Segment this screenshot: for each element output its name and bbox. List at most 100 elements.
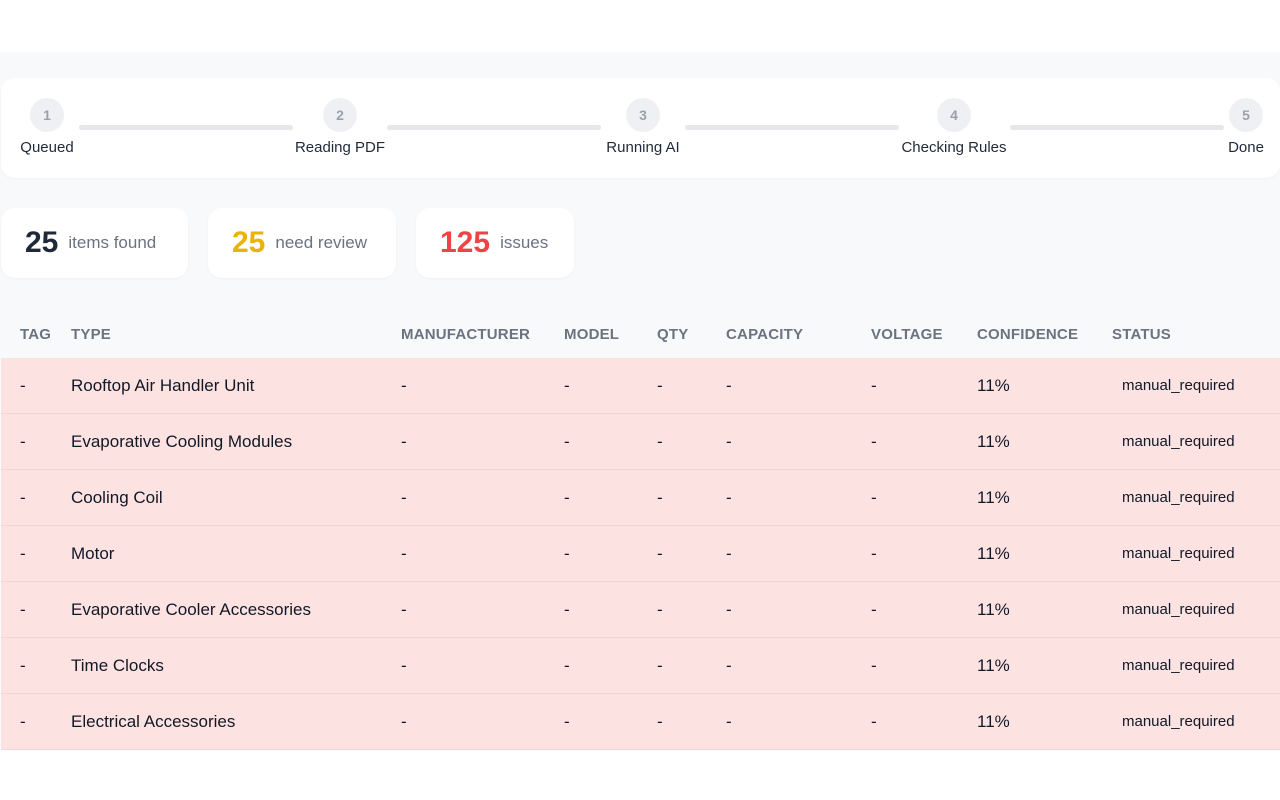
step-connector bbox=[387, 125, 601, 130]
column-header-confidence[interactable]: CONFIDENCE bbox=[977, 310, 1112, 358]
cell-capacity: - bbox=[726, 581, 871, 638]
table-row[interactable]: - Motor - - - - - 11% manual_required bbox=[1, 525, 1280, 582]
stat-need-review: 25 need review bbox=[208, 208, 396, 278]
cell-type: Motor bbox=[71, 525, 401, 582]
step-connector bbox=[79, 125, 293, 130]
cell-status: manual_required bbox=[1112, 581, 1280, 638]
stat-value: 25 bbox=[25, 226, 59, 259]
stat-items-found: 25 items found bbox=[1, 208, 188, 278]
progress-stepper: 1 Queued 2 Reading PDF 3 Running AI 4 Ch… bbox=[1, 78, 1280, 178]
table-row[interactable]: - Time Clocks - - - - - 11% manual_requi… bbox=[1, 637, 1280, 694]
cell-manufacturer: - bbox=[401, 525, 564, 582]
column-header-capacity[interactable]: CAPACITY bbox=[726, 310, 871, 358]
cell-capacity: - bbox=[726, 525, 871, 582]
cell-status: manual_required bbox=[1112, 413, 1280, 470]
cell-model: - bbox=[564, 581, 657, 638]
column-header-model[interactable]: MODEL bbox=[564, 310, 657, 358]
stat-issues: 125 issues bbox=[416, 208, 574, 278]
stat-label: items found bbox=[68, 233, 157, 252]
cell-type: Evaporative Cooling Modules bbox=[71, 413, 401, 470]
step-label: Running AI bbox=[606, 139, 680, 156]
cell-model: - bbox=[564, 469, 657, 526]
cell-confidence: 11% bbox=[977, 469, 1112, 526]
step-reading-pdf: 2 Reading PDF bbox=[270, 98, 410, 156]
stat-label: issues bbox=[500, 233, 549, 252]
table-row[interactable]: - Evaporative Cooling Modules - - - - - … bbox=[1, 413, 1280, 470]
cell-qty: - bbox=[657, 637, 726, 694]
cell-qty: - bbox=[657, 693, 726, 750]
column-header-tag[interactable]: TAG bbox=[1, 310, 71, 358]
cell-model: - bbox=[564, 637, 657, 694]
cell-tag: - bbox=[1, 581, 71, 638]
cell-manufacturer: - bbox=[401, 637, 564, 694]
table-row[interactable]: - Cooling Coil - - - - - 11% manual_requ… bbox=[1, 469, 1280, 526]
cell-capacity: - bbox=[726, 637, 871, 694]
cell-qty: - bbox=[657, 581, 726, 638]
step-done: 5 Done bbox=[1176, 98, 1280, 156]
cell-confidence: 11% bbox=[977, 413, 1112, 470]
table-row[interactable]: - Evaporative Cooler Accessories - - - -… bbox=[1, 581, 1280, 638]
column-header-status[interactable]: STATUS bbox=[1112, 310, 1280, 358]
cell-capacity: - bbox=[726, 413, 871, 470]
cell-confidence: 11% bbox=[977, 581, 1112, 638]
cell-confidence: 11% bbox=[977, 693, 1112, 750]
cell-manufacturer: - bbox=[401, 693, 564, 750]
cell-qty: - bbox=[657, 469, 726, 526]
cell-voltage: - bbox=[871, 693, 977, 750]
stat-value: 125 bbox=[440, 226, 491, 259]
cell-type: Evaporative Cooler Accessories bbox=[71, 581, 401, 638]
cell-model: - bbox=[564, 358, 657, 414]
cell-confidence: 11% bbox=[977, 525, 1112, 582]
cell-voltage: - bbox=[871, 469, 977, 526]
cell-tag: - bbox=[1, 358, 71, 414]
cell-tag: - bbox=[1, 413, 71, 470]
cell-tag: - bbox=[1, 469, 71, 526]
cell-manufacturer: - bbox=[401, 581, 564, 638]
cell-type: Electrical Accessories bbox=[71, 693, 401, 750]
equipment-table: TAG TYPE MANUFACTURER MODEL QTY CAPACITY… bbox=[1, 310, 1280, 750]
cell-confidence: 11% bbox=[977, 358, 1112, 414]
cell-confidence: 11% bbox=[977, 637, 1112, 694]
cell-manufacturer: - bbox=[401, 469, 564, 526]
cell-capacity: - bbox=[726, 469, 871, 526]
step-connector bbox=[1010, 125, 1224, 130]
cell-tag: - bbox=[1, 637, 71, 694]
step-queued: 1 Queued bbox=[0, 98, 117, 156]
cell-voltage: - bbox=[871, 581, 977, 638]
step-running-ai: 3 Running AI bbox=[573, 98, 713, 156]
table-row[interactable]: - Rooftop Air Handler Unit - - - - - 11%… bbox=[1, 358, 1280, 414]
cell-model: - bbox=[564, 525, 657, 582]
cell-model: - bbox=[564, 693, 657, 750]
cell-type: Time Clocks bbox=[71, 637, 401, 694]
step-label: Checking Rules bbox=[901, 139, 1007, 156]
cell-voltage: - bbox=[871, 413, 977, 470]
cell-status: manual_required bbox=[1112, 358, 1280, 414]
cell-voltage: - bbox=[871, 637, 977, 694]
cell-tag: - bbox=[1, 525, 71, 582]
step-number: 4 bbox=[937, 98, 971, 132]
cell-status: manual_required bbox=[1112, 469, 1280, 526]
cell-type: Rooftop Air Handler Unit bbox=[71, 358, 401, 414]
step-number: 2 bbox=[323, 98, 357, 132]
cell-tag: - bbox=[1, 693, 71, 750]
column-header-qty[interactable]: QTY bbox=[657, 310, 726, 358]
step-label: Reading PDF bbox=[294, 139, 386, 156]
cell-qty: - bbox=[657, 413, 726, 470]
stat-value: 25 bbox=[232, 226, 266, 259]
cell-status: manual_required bbox=[1112, 637, 1280, 694]
column-header-voltage[interactable]: VOLTAGE bbox=[871, 310, 977, 358]
step-label: Done bbox=[1228, 139, 1264, 156]
step-number: 3 bbox=[626, 98, 660, 132]
cell-capacity: - bbox=[726, 358, 871, 414]
cell-qty: - bbox=[657, 358, 726, 414]
step-label: Queued bbox=[20, 139, 74, 156]
column-header-manufacturer[interactable]: MANUFACTURER bbox=[401, 310, 564, 358]
table-row[interactable]: - Electrical Accessories - - - - - 11% m… bbox=[1, 693, 1280, 750]
cell-voltage: - bbox=[871, 525, 977, 582]
table-header-row: TAG TYPE MANUFACTURER MODEL QTY CAPACITY… bbox=[1, 310, 1280, 358]
cell-voltage: - bbox=[871, 358, 977, 414]
step-checking-rules: 4 Checking Rules bbox=[884, 98, 1024, 156]
column-header-type[interactable]: TYPE bbox=[71, 310, 401, 358]
cell-model: - bbox=[564, 413, 657, 470]
cell-status: manual_required bbox=[1112, 693, 1280, 750]
